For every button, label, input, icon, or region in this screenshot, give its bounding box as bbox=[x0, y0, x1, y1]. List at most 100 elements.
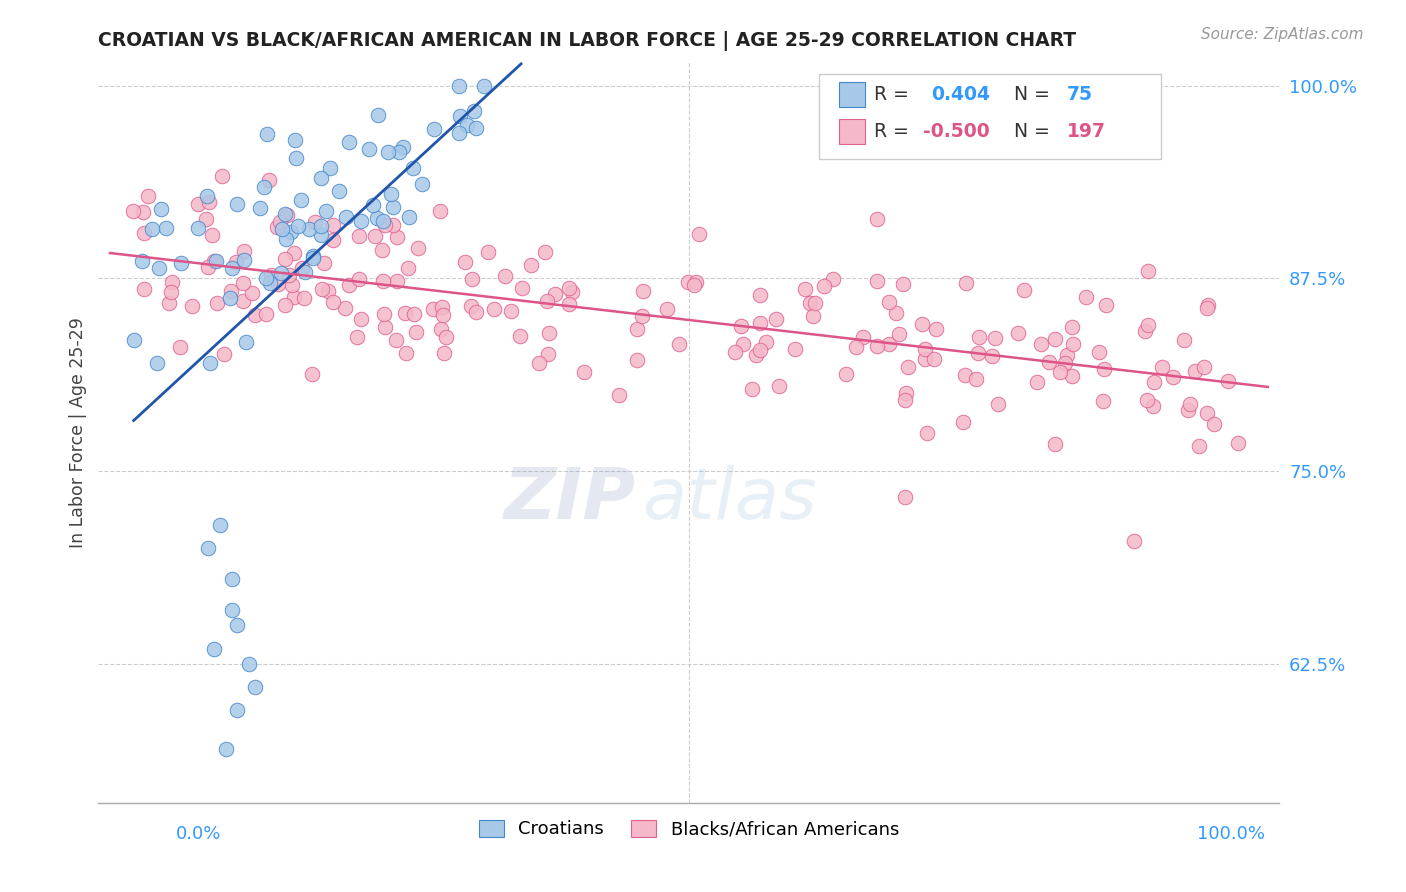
Point bbox=[980, 350, 1002, 364]
Point bbox=[1012, 283, 1035, 297]
Point bbox=[122, 333, 145, 347]
Point bbox=[198, 356, 221, 370]
Point bbox=[240, 285, 263, 300]
Point bbox=[768, 379, 790, 393]
Point bbox=[464, 304, 486, 318]
Point bbox=[225, 255, 247, 269]
Point bbox=[304, 215, 326, 229]
Point bbox=[429, 203, 451, 218]
Point bbox=[501, 303, 523, 318]
Point bbox=[536, 347, 558, 361]
Point bbox=[631, 309, 654, 323]
Point bbox=[823, 272, 845, 286]
Point bbox=[454, 255, 477, 269]
Point bbox=[148, 261, 170, 276]
Point bbox=[205, 253, 228, 268]
Point bbox=[1038, 355, 1060, 369]
Point bbox=[337, 135, 360, 149]
Point bbox=[404, 307, 426, 321]
Point bbox=[322, 219, 344, 233]
Point bbox=[197, 260, 219, 274]
Point bbox=[1029, 337, 1052, 351]
Point bbox=[366, 211, 388, 225]
Point bbox=[267, 277, 290, 292]
Point bbox=[276, 232, 298, 246]
Point bbox=[233, 253, 256, 268]
Point bbox=[463, 103, 485, 118]
Text: N =: N = bbox=[1014, 85, 1050, 104]
Point bbox=[197, 195, 219, 210]
Point bbox=[510, 281, 533, 295]
Point bbox=[322, 294, 344, 309]
Point bbox=[359, 142, 381, 156]
Point bbox=[381, 218, 404, 232]
Point bbox=[212, 347, 235, 361]
Text: R =: R = bbox=[875, 85, 910, 104]
Point bbox=[1216, 374, 1239, 388]
Point bbox=[197, 541, 219, 556]
Point bbox=[132, 205, 155, 219]
Point bbox=[866, 273, 889, 287]
Point bbox=[477, 245, 499, 260]
Point bbox=[335, 301, 357, 315]
Point bbox=[146, 356, 169, 370]
Point bbox=[232, 293, 254, 308]
Point bbox=[877, 294, 900, 309]
Point bbox=[269, 215, 291, 229]
Point bbox=[132, 282, 155, 296]
Text: atlas: atlas bbox=[641, 465, 817, 533]
Point bbox=[149, 202, 172, 216]
Text: 0.404: 0.404 bbox=[931, 85, 990, 104]
Point bbox=[1177, 403, 1199, 417]
Point bbox=[232, 244, 254, 258]
Point bbox=[1094, 361, 1116, 376]
Point bbox=[337, 278, 360, 293]
Point bbox=[915, 425, 938, 440]
Point bbox=[284, 151, 307, 165]
Point bbox=[1122, 533, 1144, 548]
Point bbox=[1143, 375, 1166, 389]
Point bbox=[405, 325, 427, 339]
Point bbox=[225, 196, 247, 211]
Point bbox=[423, 122, 446, 136]
Point bbox=[865, 212, 887, 227]
Point bbox=[309, 219, 332, 233]
Text: CROATIAN VS BLACK/AFRICAN AMERICAN IN LABOR FORCE | AGE 25-29 CORRELATION CHART: CROATIAN VS BLACK/AFRICAN AMERICAN IN LA… bbox=[98, 31, 1077, 51]
Point bbox=[1161, 370, 1184, 384]
Point bbox=[406, 241, 429, 255]
Point bbox=[346, 330, 368, 344]
Point bbox=[914, 352, 936, 367]
Point bbox=[349, 228, 371, 243]
Point bbox=[731, 336, 754, 351]
Point bbox=[1152, 360, 1174, 375]
Point bbox=[260, 268, 283, 282]
Point bbox=[232, 276, 254, 290]
Point bbox=[387, 274, 409, 288]
Point bbox=[1137, 318, 1160, 332]
Point bbox=[201, 227, 224, 242]
Point bbox=[284, 133, 307, 147]
Point bbox=[911, 318, 934, 332]
Point bbox=[256, 127, 278, 141]
Point bbox=[765, 312, 787, 326]
Point bbox=[482, 301, 505, 316]
Point bbox=[141, 222, 163, 236]
Point bbox=[472, 78, 495, 93]
Point bbox=[257, 172, 280, 186]
Point bbox=[221, 603, 243, 617]
Point bbox=[215, 741, 238, 756]
Point bbox=[1056, 348, 1078, 362]
Point bbox=[561, 285, 583, 300]
Point bbox=[748, 343, 770, 358]
Point bbox=[202, 254, 225, 268]
Point bbox=[402, 161, 425, 176]
FancyBboxPatch shape bbox=[839, 120, 865, 144]
Point bbox=[1094, 298, 1116, 312]
Point bbox=[367, 108, 389, 122]
Point bbox=[1060, 368, 1083, 383]
Point bbox=[274, 298, 297, 312]
Point bbox=[544, 286, 567, 301]
Point bbox=[866, 339, 889, 353]
Point bbox=[1045, 437, 1067, 451]
Point bbox=[290, 193, 312, 207]
